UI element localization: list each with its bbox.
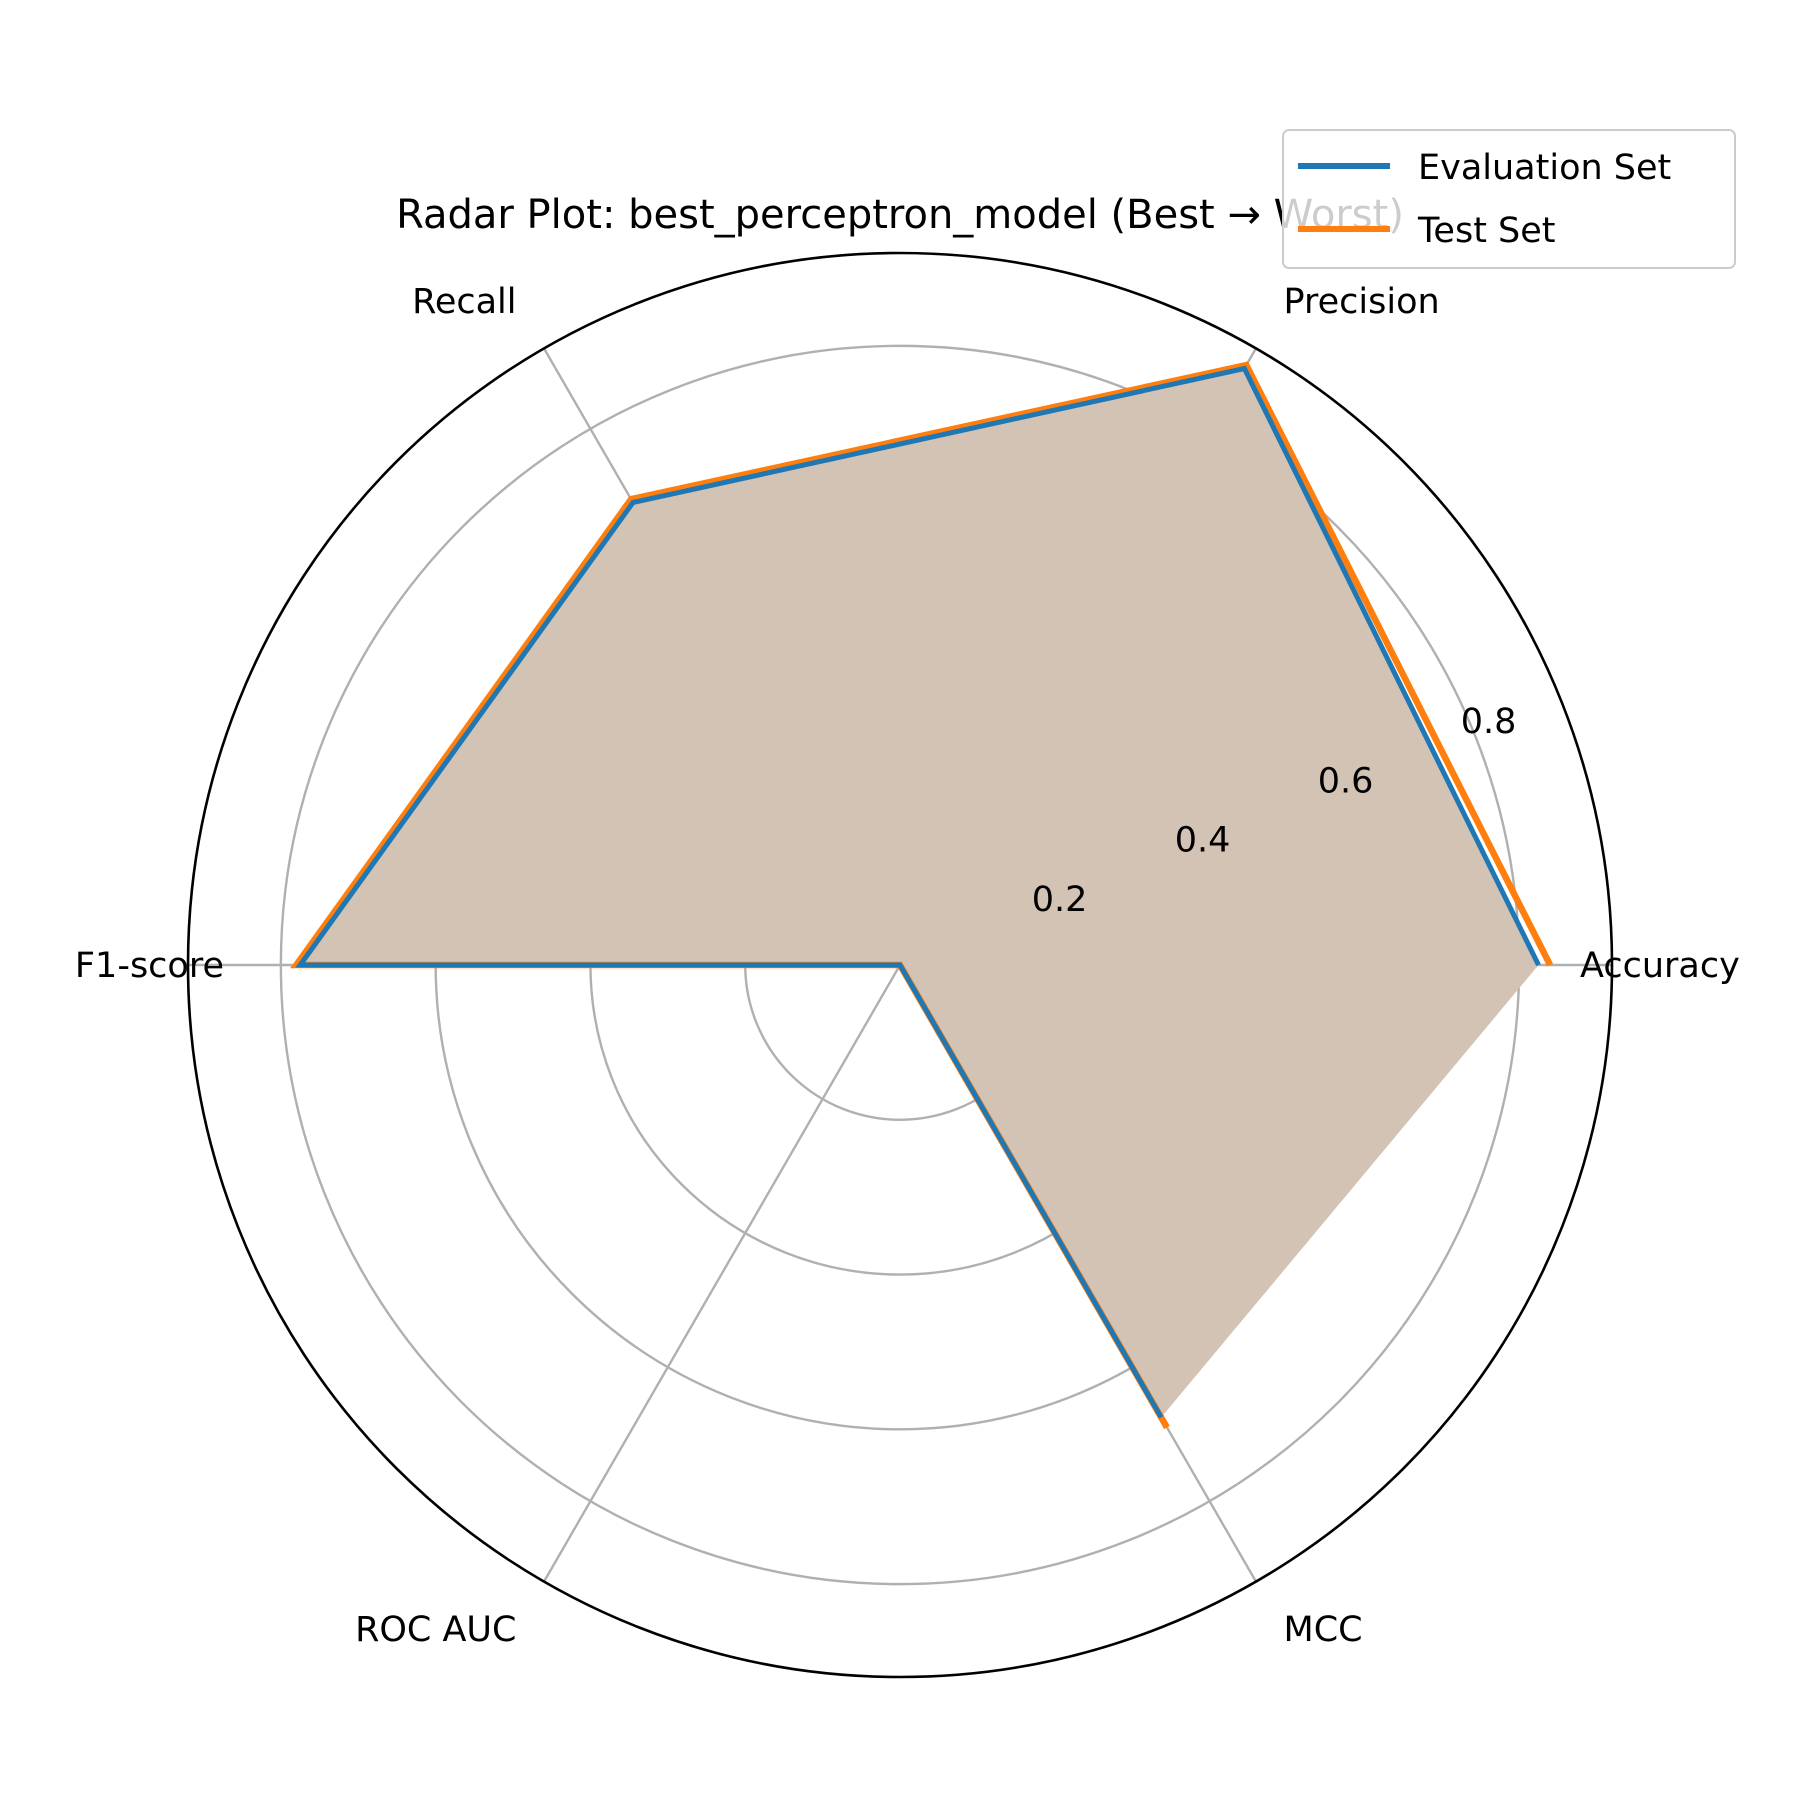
series-fill-1 xyxy=(296,365,1550,1427)
axis-label-recall: Recall xyxy=(412,282,516,322)
axis-label-precision: Precision xyxy=(1284,282,1440,322)
series-line-evaluation xyxy=(295,365,1541,1419)
axis-label-roc-auc: ROC AUC xyxy=(355,1610,516,1650)
outer-frame xyxy=(186,251,1614,1679)
legend-label-test: Test Set xyxy=(1417,211,1556,251)
radial-tick-labels: 0.2 0.4 0.6 0.8 xyxy=(1032,702,1517,920)
radial-tick-label: 0.8 xyxy=(1461,702,1517,742)
radial-tick-label: 0.2 xyxy=(1032,880,1088,920)
legend: Evaluation Set Test Set xyxy=(1282,129,1736,269)
chart-title: Radar Plot: best_perceptron_model (Best … xyxy=(396,192,1404,238)
axis-labels: Accuracy Precision Recall F1-score ROC AUC MC… xyxy=(75,282,1740,1650)
series-fill-0 xyxy=(300,368,1539,1418)
axis-label-mcc: MCC xyxy=(1284,1610,1363,1650)
radial-tick-label: 0.4 xyxy=(1175,821,1231,861)
grid-spoke xyxy=(542,964,902,1583)
legend-box xyxy=(1282,129,1736,269)
radial-tick-label: 0.6 xyxy=(1318,761,1374,801)
legend-label-evaluation: Evaluation Set xyxy=(1418,148,1671,188)
axis-label-accuracy: Accuracy xyxy=(1580,946,1740,986)
series-fills xyxy=(296,365,1550,1427)
series-lines xyxy=(289,361,1553,1430)
axis-label-f1-score: F1-score xyxy=(75,946,224,986)
